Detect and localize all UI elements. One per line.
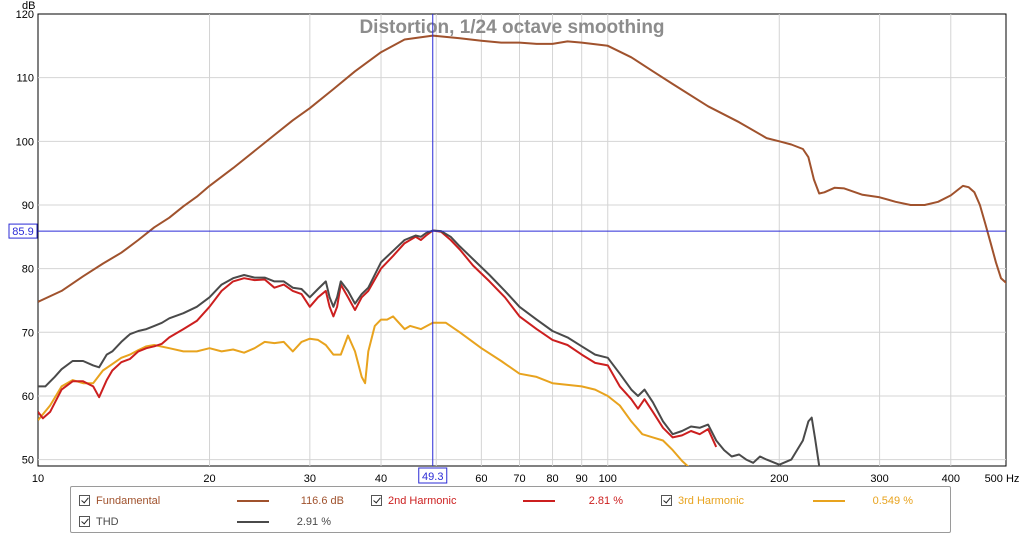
x-tick-label: 10 bbox=[32, 473, 44, 485]
legend-label: 3rd Harmonic bbox=[678, 495, 745, 507]
series-line-fundamental bbox=[38, 34, 1006, 303]
x-tick-label: 60 bbox=[475, 473, 487, 485]
legend-swatch bbox=[523, 500, 555, 502]
legend-swatch bbox=[237, 500, 269, 502]
2nd-harmonic-checkbox[interactable] bbox=[371, 495, 382, 506]
cursor-y-box bbox=[8, 223, 38, 239]
thd-checkbox[interactable] bbox=[79, 516, 90, 527]
x-tick-label: 30 bbox=[304, 473, 316, 485]
x-tick-label: 80 bbox=[546, 473, 558, 485]
distortion-chart: 50 60 70 80 90 100 110 120 10 20 30 40 60 70 80 90 100 2… bbox=[8, 0, 1020, 485]
grid bbox=[38, 14, 1006, 466]
cursor[interactable]: 85.9 49.3 bbox=[8, 14, 1006, 484]
legend-label: Fundamental bbox=[96, 495, 161, 507]
x-tick-label: 90 bbox=[576, 473, 588, 485]
legend-value: 2.91 % bbox=[296, 516, 331, 528]
y-tick-label: 110 bbox=[16, 73, 34, 85]
legend-value: 116.6 dB bbox=[300, 495, 344, 507]
x-tick-label: 500 Hz bbox=[985, 473, 1020, 485]
x-tick-label: 70 bbox=[513, 473, 525, 485]
x-tick-labels: 10 20 30 40 60 70 80 90 100 200 300 400 500 Hz bbox=[32, 473, 1020, 485]
y-tick-labels: 50 60 70 80 90 100 110 120 bbox=[16, 9, 34, 467]
y-axis-label: dB bbox=[22, 0, 35, 12]
cursor-x-box bbox=[418, 467, 448, 484]
3rd-harmonic-checkbox[interactable] bbox=[661, 495, 672, 506]
x-tick-label: 40 bbox=[375, 473, 387, 485]
legend-item-2nd-harmonic[interactable]: 2nd Harmonic 2.81 % bbox=[371, 493, 631, 509]
y-tick-label: 90 bbox=[22, 200, 34, 212]
y-tick-label: 70 bbox=[22, 327, 34, 339]
x-tick-label: 100 bbox=[599, 473, 617, 485]
legend-label: THD bbox=[96, 516, 119, 528]
y-tick-label: 100 bbox=[16, 136, 34, 148]
series-line-2nd-harmonic bbox=[38, 229, 718, 448]
x-tick-label: 200 bbox=[770, 473, 788, 485]
plot-area[interactable] bbox=[37, 13, 1007, 467]
legend-value: 2.81 % bbox=[588, 495, 623, 507]
cursor-x-label: 49.3 bbox=[422, 471, 443, 483]
y-tick-label: 80 bbox=[22, 264, 34, 276]
fundamental-checkbox[interactable] bbox=[79, 495, 90, 506]
legend: Fundamental 116.6 dB 2nd Harmonic 2.81 %… bbox=[70, 486, 951, 533]
legend-swatch bbox=[237, 521, 269, 523]
y-tick-label: 120 bbox=[16, 9, 34, 21]
x-tick-label: 400 bbox=[942, 473, 960, 485]
series-line-thd bbox=[38, 229, 821, 466]
x-tick-label: 20 bbox=[203, 473, 215, 485]
chart-title: Distortion, 1/24 octave smoothing bbox=[359, 17, 664, 38]
legend-item-3rd-harmonic[interactable]: 3rd Harmonic 0.549 % bbox=[661, 493, 941, 509]
cursor-y-label: 85.9 bbox=[12, 226, 33, 238]
legend-item-thd[interactable]: THD 2.91 % bbox=[79, 514, 339, 530]
legend-swatch bbox=[813, 500, 845, 502]
legend-label: 2nd Harmonic bbox=[388, 495, 457, 507]
y-tick-label: 60 bbox=[22, 391, 34, 403]
legend-item-fundamental[interactable]: Fundamental 116.6 dB bbox=[79, 493, 344, 509]
x-tick-label: 300 bbox=[870, 473, 888, 485]
y-tick-label: 50 bbox=[22, 455, 34, 467]
series-lines bbox=[38, 34, 1006, 466]
series-line-3rd-harmonic bbox=[38, 315, 690, 466]
legend-value: 0.549 % bbox=[872, 495, 913, 507]
